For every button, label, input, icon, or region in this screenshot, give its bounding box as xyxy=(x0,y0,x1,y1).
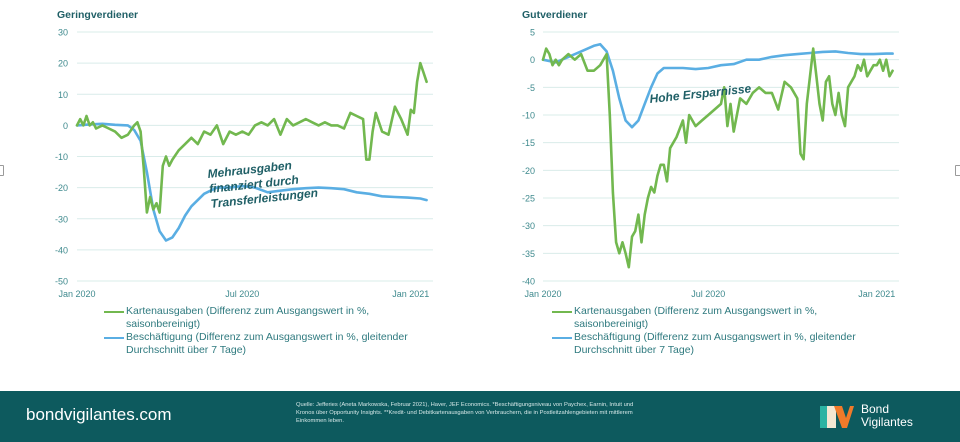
footer-source-note: Quelle: Jefferies (Aneta Markowska, Febr… xyxy=(296,401,636,425)
x-tick-label: Jul 2020 xyxy=(225,289,259,299)
legend-label: Durchschnitt über 7 Tage) xyxy=(126,344,247,356)
y-tick-label: -25 xyxy=(522,194,535,204)
y-tick-label: 30 xyxy=(58,28,68,38)
y-tick-label: -30 xyxy=(522,221,535,231)
y-tick-label: -35 xyxy=(522,249,535,259)
chart-gutverdiener: Gutverdiener 5 0 -5 -10 -15 -20 -25 -30 -35 -40 Ja… xyxy=(480,0,960,380)
y-tick-label: 0 xyxy=(63,121,68,131)
legend-label: Kartenausgaben (Differenz zum Ausgangswe… xyxy=(574,305,818,317)
x-tick-label: Jan 2020 xyxy=(58,289,95,299)
series-line-kartenausgaben xyxy=(541,47,894,269)
bv-logo-icon xyxy=(820,406,854,428)
legend-swatch-green xyxy=(104,311,124,313)
x-tick-label: Jan 2020 xyxy=(524,289,561,299)
legend-swatch-green xyxy=(552,311,572,313)
plot-area: 30 20 10 0 -10 -20 -30 -40 -50 Jan 2020 Jul 2020 Ja… xyxy=(55,28,433,299)
slide-edge-handle-right[interactable] xyxy=(955,165,960,176)
plot-area: 5 0 -5 -10 -15 -20 -25 -30 -35 -40 Jan 2020 Jul 202… xyxy=(522,28,899,299)
legend-item-employment: Beschäftigung (Differenz zum Ausgangswer… xyxy=(104,331,444,357)
logo-text-line: Vigilantes xyxy=(861,415,913,429)
y-tick-label: 20 xyxy=(58,59,68,69)
chart-geringverdiener: Geringverdiener 30 20 10 0 -10 -20 -30 -40 -50 Ja… xyxy=(0,0,480,380)
y-tick-label: -20 xyxy=(55,183,68,193)
legend-label: saisonbereinigt) xyxy=(126,318,201,330)
annotation-text: Hohe Ersparnisse xyxy=(649,81,752,106)
y-tick-label: -10 xyxy=(55,152,68,162)
slide-edge-handle-left[interactable] xyxy=(0,165,4,176)
legend-label: saisonbereinigt) xyxy=(574,318,649,330)
x-tick-label: Jan 2021 xyxy=(858,289,895,299)
y-tick-label: 10 xyxy=(58,90,68,100)
legend-label: Kartenausgaben (Differenz zum Ausgangswe… xyxy=(126,305,370,317)
y-tick-label: -20 xyxy=(522,166,535,176)
y-tick-label: -15 xyxy=(522,138,535,148)
bond-vigilantes-logo: Bond Vigilantes xyxy=(820,402,940,432)
legend-label: Durchschnitt über 7 Tage) xyxy=(574,344,695,356)
footer-site-link[interactable]: bondvigilantes.com xyxy=(26,405,172,424)
annotation: Hohe Ersparnisse xyxy=(649,81,752,106)
series-line-kartenausgaben xyxy=(75,61,428,214)
legend-item-spending: Kartenausgaben (Differenz zum Ausgangswe… xyxy=(552,305,892,331)
legend-item-spending: Kartenausgaben (Differenz zum Ausgangswe… xyxy=(104,305,444,331)
legend-item-employment: Beschäftigung (Differenz zum Ausgangswer… xyxy=(552,331,892,357)
legend: Kartenausgaben (Differenz zum Ausgangswe… xyxy=(552,305,892,357)
legend-swatch-blue xyxy=(552,337,572,339)
source-line: Einkommen leben. xyxy=(296,418,345,424)
legend-label: Beschäftigung (Differenz zum Ausgangswer… xyxy=(126,331,408,343)
series-line-beschaeftigung xyxy=(75,122,428,242)
y-tick-label: -5 xyxy=(527,83,535,93)
y-tick-label: -30 xyxy=(55,214,68,224)
legend: Kartenausgaben (Differenz zum Ausgangswe… xyxy=(104,305,444,357)
series-line-beschaeftigung xyxy=(541,42,894,129)
y-tick-label: 0 xyxy=(530,55,535,65)
y-tick-label: 5 xyxy=(530,28,535,38)
legend-label: Beschäftigung (Differenz zum Ausgangswer… xyxy=(574,331,856,343)
chart-title: Gutverdiener xyxy=(522,9,588,21)
x-tick-label: Jan 2021 xyxy=(392,289,429,299)
y-tick-label: -40 xyxy=(55,245,68,255)
y-tick-label: -10 xyxy=(522,111,535,121)
y-tick-label: -50 xyxy=(55,277,68,287)
logo-text: Bond Vigilantes xyxy=(861,403,913,429)
legend-swatch-blue xyxy=(104,337,124,339)
source-line: Quelle: Jefferies (Aneta Markowska, Febr… xyxy=(296,402,634,408)
y-tick-label: -40 xyxy=(522,277,535,287)
source-line: Kronos über Opportunity Insights. **Kred… xyxy=(296,410,633,416)
logo-text-line: Bond xyxy=(861,402,890,416)
chart-title: Geringverdiener xyxy=(57,9,139,21)
x-tick-label: Jul 2020 xyxy=(691,289,725,299)
footer-bar: bondvigilantes.com Quelle: Jefferies (An… xyxy=(0,391,960,442)
